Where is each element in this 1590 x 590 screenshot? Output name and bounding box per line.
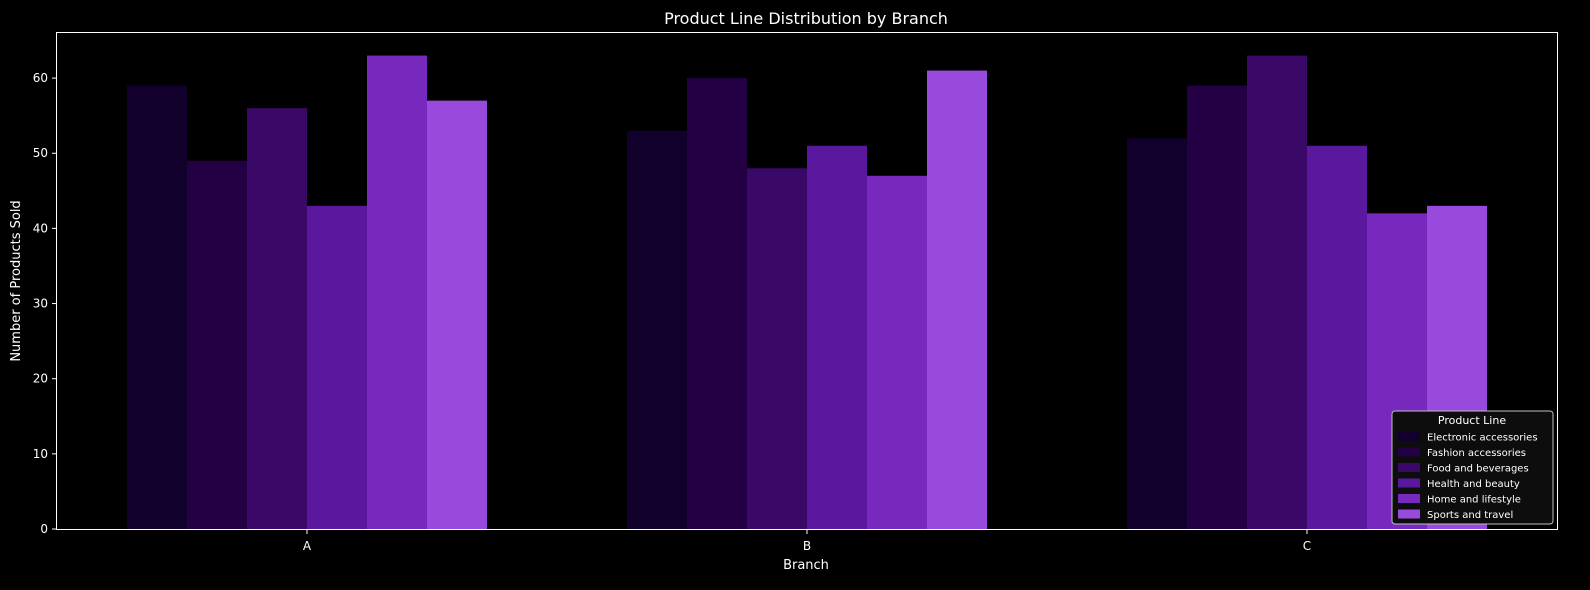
bars-layer — [127, 55, 1487, 530]
legend-swatch — [1398, 478, 1420, 488]
legend-label: Electronic accessories — [1427, 433, 1538, 444]
bar-b-sports-and-travel — [927, 70, 987, 529]
bar-c-health-and-beauty — [1307, 145, 1367, 530]
y-tick-label: 50 — [33, 146, 48, 160]
y-tick-label: 0 — [40, 522, 48, 536]
bar-a-electronic-accessories — [127, 85, 187, 530]
y-tick-label: 60 — [33, 71, 48, 85]
chart-title: Product Line Distribution by Branch — [664, 9, 948, 28]
y-tick-label: 10 — [33, 447, 48, 461]
bar-b-food-and-beverages — [747, 168, 807, 529]
legend-swatch — [1398, 509, 1420, 519]
legend-swatch — [1398, 447, 1420, 457]
legend-label: Home and lifestyle — [1427, 495, 1521, 506]
legend-swatch — [1398, 432, 1420, 441]
x-tick-label: C — [1303, 539, 1311, 553]
bar-a-sports-and-travel — [427, 100, 487, 529]
legend-label: Sports and travel — [1427, 510, 1513, 521]
y-tick-label: 40 — [33, 221, 48, 235]
bar-b-home-and-lifestyle — [867, 175, 927, 530]
bar-c-fashion-accessories — [1187, 85, 1247, 530]
legend: Product Line Electronic accessories Fashi… — [1391, 410, 1554, 525]
bar-c-electronic-accessories — [1127, 138, 1187, 529]
x-axis-label: Branch — [783, 558, 829, 573]
y-axis-label: Number of Products Sold — [9, 200, 24, 361]
legend-title: Product Line — [1438, 414, 1506, 427]
legend-label: Health and beauty — [1427, 479, 1520, 490]
bar-a-health-and-beauty — [307, 205, 367, 529]
legend-box — [1391, 410, 1554, 525]
y-tick-label: 30 — [33, 297, 48, 311]
bar-b-fashion-accessories — [687, 78, 747, 529]
x-tick-label: A — [303, 539, 312, 553]
bar-a-food-and-beverages — [247, 108, 307, 530]
x-tick-label: B — [803, 539, 811, 553]
bar-c-food-and-beverages — [1247, 55, 1307, 530]
legend-swatch — [1398, 463, 1420, 472]
x-axis: A B C — [303, 529, 1311, 553]
legend-swatch — [1398, 494, 1420, 503]
bar-b-electronic-accessories — [627, 130, 687, 529]
bar-a-fashion-accessories — [187, 160, 247, 529]
y-tick-label: 20 — [33, 372, 48, 386]
legend-label: Fashion accessories — [1427, 448, 1526, 459]
legend-label: Food and beverages — [1427, 464, 1529, 475]
bar-b-health-and-beauty — [807, 145, 867, 530]
bar-a-home-and-lifestyle — [367, 55, 427, 530]
y-axis: 0 10 20 30 40 50 60 — [33, 71, 57, 536]
